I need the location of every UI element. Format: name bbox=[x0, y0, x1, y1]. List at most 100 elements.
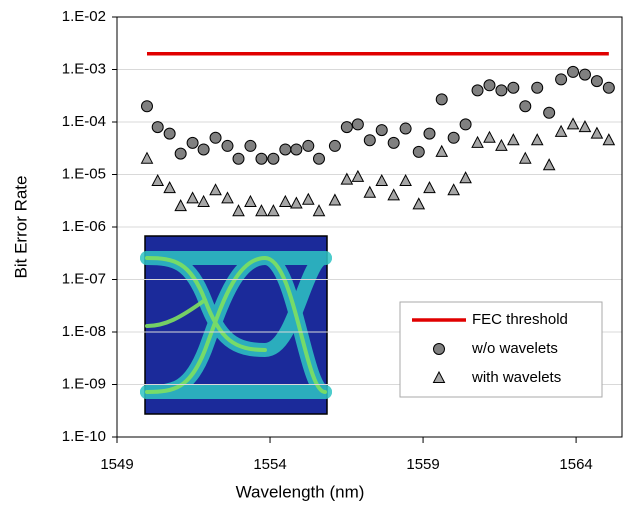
data-point bbox=[312, 204, 326, 217]
data-point bbox=[412, 197, 426, 210]
y-tick-label: 1.E-09 bbox=[62, 375, 106, 392]
data-point bbox=[328, 193, 342, 206]
data-point bbox=[328, 139, 341, 152]
data-point bbox=[483, 130, 496, 143]
data-point bbox=[530, 133, 544, 146]
data-point bbox=[186, 136, 199, 149]
data-point bbox=[602, 81, 615, 94]
data-point bbox=[244, 139, 257, 152]
x-tick-label: 1554 bbox=[253, 456, 286, 473]
data-point bbox=[543, 106, 556, 119]
y-tick-label: 1.E-06 bbox=[62, 218, 106, 235]
data-point bbox=[209, 131, 222, 144]
data-point bbox=[267, 152, 280, 165]
legend-label: w/o wavelets bbox=[471, 340, 558, 357]
data-point bbox=[290, 196, 303, 209]
data-point bbox=[435, 144, 449, 157]
data-point bbox=[255, 152, 268, 165]
data-point bbox=[447, 183, 460, 196]
data-point bbox=[399, 122, 412, 135]
data-point bbox=[267, 204, 280, 217]
data-point bbox=[531, 81, 544, 94]
data-point bbox=[163, 181, 176, 194]
data-point bbox=[399, 173, 412, 187]
data-point bbox=[518, 151, 532, 164]
y-tick-label: 1.E-08 bbox=[62, 323, 106, 340]
data-point bbox=[255, 204, 268, 217]
data-point bbox=[174, 199, 187, 212]
data-point bbox=[232, 204, 245, 217]
data-point bbox=[279, 143, 292, 156]
data-point bbox=[578, 68, 591, 81]
y-axis-title: Bit Error Rate bbox=[11, 176, 30, 279]
data-point bbox=[435, 93, 448, 106]
data-point bbox=[302, 139, 315, 152]
data-point bbox=[471, 135, 484, 148]
data-point bbox=[363, 185, 377, 198]
data-point bbox=[423, 127, 436, 140]
data-point bbox=[244, 194, 257, 207]
y-tick-label: 1.E-07 bbox=[62, 270, 106, 287]
data-point bbox=[554, 124, 568, 137]
data-point bbox=[301, 192, 315, 205]
data-point bbox=[290, 143, 303, 156]
data-point bbox=[197, 143, 210, 156]
y-tick-label: 1.E-05 bbox=[62, 165, 106, 182]
x-tick-label: 1559 bbox=[406, 456, 439, 473]
x-tick-label: 1564 bbox=[559, 456, 592, 473]
y-tick-label: 1.E-04 bbox=[62, 113, 106, 130]
data-point bbox=[602, 133, 616, 146]
data-point bbox=[423, 181, 436, 194]
data-point bbox=[351, 169, 365, 182]
data-point bbox=[578, 120, 592, 133]
data-point bbox=[340, 172, 354, 185]
data-point bbox=[351, 118, 364, 131]
data-point bbox=[483, 79, 496, 92]
data-point bbox=[542, 158, 556, 171]
data-point bbox=[209, 183, 222, 196]
x-tick-label: 1549 bbox=[100, 456, 133, 473]
data-point bbox=[340, 121, 353, 134]
data-point bbox=[555, 73, 568, 86]
legend-swatch bbox=[433, 343, 445, 355]
data-point bbox=[471, 84, 484, 97]
y-tick-label: 1.E-02 bbox=[62, 8, 106, 25]
data-point bbox=[232, 152, 245, 165]
data-point bbox=[151, 173, 165, 187]
data-point bbox=[375, 173, 389, 187]
data-point bbox=[566, 117, 580, 130]
data-point bbox=[221, 139, 234, 152]
data-point bbox=[590, 126, 604, 139]
data-point bbox=[567, 65, 580, 78]
data-point bbox=[495, 138, 508, 151]
data-point bbox=[151, 121, 164, 134]
data-point bbox=[140, 100, 153, 113]
data-point bbox=[519, 100, 532, 113]
data-point bbox=[507, 81, 520, 94]
data-point bbox=[174, 147, 187, 160]
data-point bbox=[412, 145, 425, 158]
data-point bbox=[507, 133, 520, 146]
y-tick-label: 1.E-03 bbox=[62, 60, 106, 77]
data-point bbox=[387, 188, 401, 201]
data-point bbox=[186, 191, 199, 204]
data-point bbox=[387, 136, 400, 149]
data-point bbox=[590, 75, 603, 88]
data-point bbox=[459, 171, 472, 184]
legend-swatch bbox=[432, 370, 446, 383]
data-point bbox=[221, 191, 234, 204]
legend-label: with wavelets bbox=[471, 369, 561, 386]
legend-label: FEC threshold bbox=[472, 311, 568, 328]
data-point bbox=[140, 151, 154, 164]
data-point bbox=[375, 124, 388, 137]
data-point bbox=[447, 131, 460, 144]
data-point bbox=[459, 118, 472, 131]
data-point bbox=[279, 194, 292, 207]
data-point bbox=[363, 134, 376, 147]
eye-diagram-inset bbox=[140, 235, 332, 415]
data-point bbox=[495, 84, 508, 97]
x-axis-title: Wavelength (nm) bbox=[236, 482, 365, 501]
data-point bbox=[313, 152, 325, 165]
data-point bbox=[163, 127, 176, 140]
